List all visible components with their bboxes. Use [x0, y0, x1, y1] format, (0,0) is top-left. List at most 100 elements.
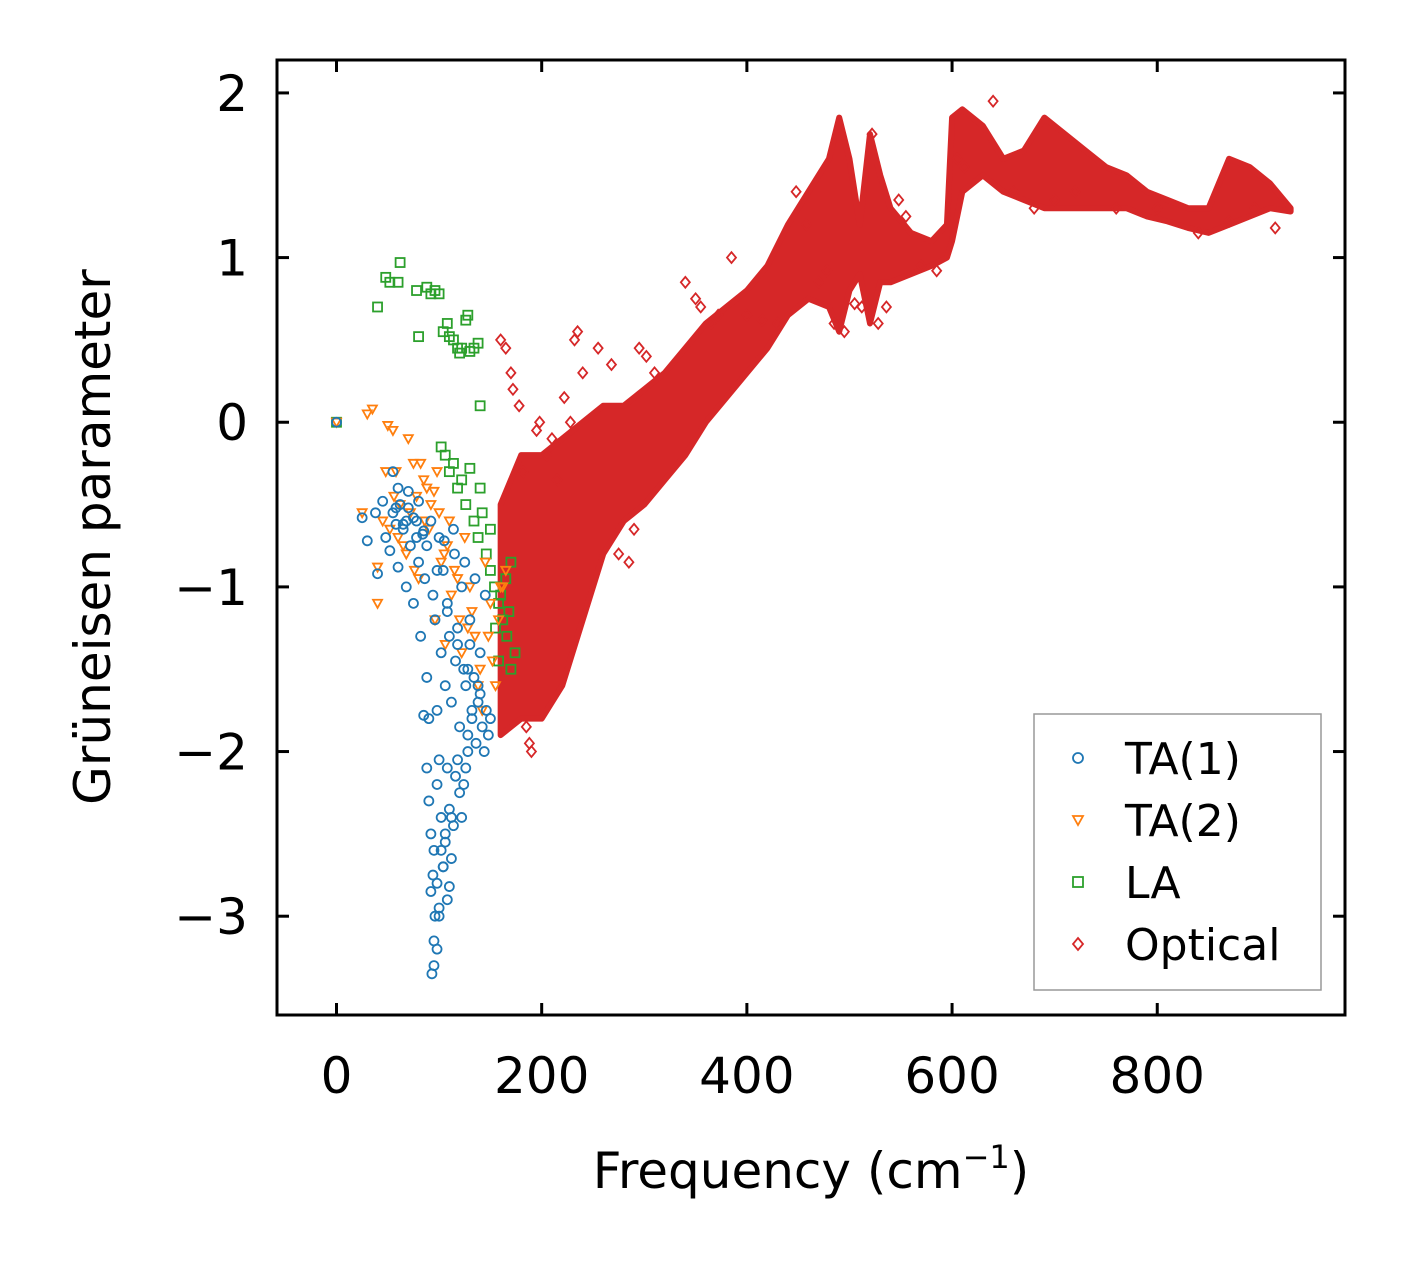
data-point [476, 721, 488, 733]
data-point [445, 590, 458, 602]
data-point [466, 704, 478, 716]
data-point [371, 598, 384, 610]
data-point [449, 548, 460, 560]
data-point [464, 639, 476, 650]
data-point [423, 795, 435, 807]
data-point [441, 762, 453, 774]
data-point [460, 499, 472, 510]
data-point [517, 464, 529, 479]
data-point [425, 515, 437, 527]
data-point [880, 300, 893, 314]
data-point [771, 316, 784, 331]
data-point [695, 300, 707, 314]
data-point [476, 507, 488, 519]
y-tick-label: −1 [174, 559, 248, 617]
data-point [828, 316, 840, 331]
data-point [415, 630, 427, 642]
data-point [452, 622, 463, 634]
data-point [628, 522, 640, 537]
data-point [437, 565, 449, 576]
data-point [383, 524, 396, 536]
data-point [448, 523, 459, 535]
data-point [419, 573, 431, 585]
data-point [433, 288, 445, 300]
data-point [433, 910, 445, 922]
data-point [468, 515, 480, 527]
data-point [429, 910, 441, 922]
data-point [612, 547, 625, 561]
data-point [402, 434, 415, 446]
data-point [490, 622, 501, 634]
data-point [489, 681, 502, 693]
legend-label: Optical [1125, 920, 1280, 971]
data-point [484, 713, 496, 725]
data-point [915, 259, 927, 273]
data-point [1249, 201, 1261, 215]
data-point [356, 512, 368, 524]
data-point [800, 217, 813, 232]
data-point [474, 647, 486, 659]
data-point [1069, 184, 1081, 199]
y-tick-label: −3 [174, 888, 248, 946]
data-point [525, 744, 538, 759]
data-point [712, 308, 724, 323]
data-point [451, 574, 464, 586]
data-point [452, 754, 463, 766]
data-point [821, 263, 833, 278]
data-point [496, 582, 509, 594]
data-point [848, 296, 861, 311]
data-point [459, 556, 471, 568]
data-point [571, 324, 584, 339]
data-point [441, 318, 453, 329]
data-point [413, 556, 424, 568]
data-point [429, 614, 441, 626]
data-point [435, 812, 447, 823]
data-point [1269, 221, 1281, 235]
data-point [533, 415, 546, 430]
legend-item-ta-1-: TA(1) [1072, 734, 1241, 785]
data-point [1223, 214, 1235, 229]
data-point [443, 881, 455, 892]
data-point [463, 582, 476, 594]
data-point [377, 495, 389, 507]
data-point [448, 458, 459, 469]
data-point [494, 333, 507, 347]
data-point [372, 568, 383, 580]
data-point [450, 770, 461, 782]
data-point [435, 844, 447, 856]
data-point [380, 532, 392, 543]
data-point [392, 533, 405, 544]
data-point [438, 549, 451, 561]
data-point [400, 549, 413, 561]
data-point [1007, 184, 1020, 199]
data-point [400, 581, 412, 593]
data-point [507, 382, 519, 397]
data-point [838, 324, 851, 339]
y-tick-label: −2 [174, 724, 248, 782]
data-point [387, 491, 400, 503]
legend-label: TA(2) [1124, 796, 1241, 847]
data-point [404, 540, 416, 552]
plot-frame [275, 58, 1347, 1017]
data-point [438, 535, 450, 547]
data-point [456, 812, 468, 823]
data-point [577, 366, 589, 380]
legend-label: TA(1) [1124, 734, 1241, 785]
data-point [384, 545, 396, 557]
legend-marker [1072, 876, 1084, 888]
data-point [408, 565, 421, 577]
data-point [372, 301, 383, 313]
data-point [386, 425, 399, 437]
data-point [605, 357, 618, 372]
data-point [397, 518, 409, 530]
data-point [648, 366, 661, 380]
data-point [1110, 201, 1122, 215]
y-axis-label: Grüneisen parameter [64, 269, 122, 805]
data-point [414, 458, 427, 470]
legend: TA(1) TA(2) LA Optical [1033, 713, 1322, 991]
data-point [484, 565, 496, 576]
data-point [500, 341, 512, 355]
data-point [464, 614, 476, 626]
data-point [458, 533, 471, 544]
